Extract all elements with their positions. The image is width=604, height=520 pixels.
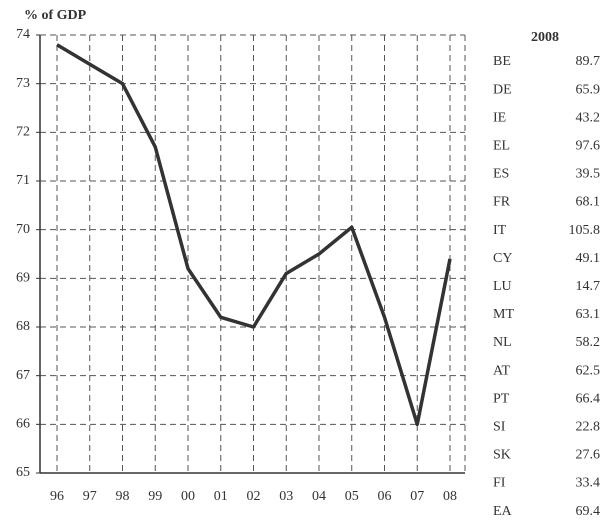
debt-value: 49.1: [576, 251, 601, 266]
y-tick-label: 67: [16, 368, 30, 383]
line: [56, 43, 452, 427]
debt-value: 14.7: [576, 279, 601, 294]
debt-value: 65.9: [576, 82, 601, 97]
country-code: EL: [493, 139, 510, 154]
debt-value: 105.8: [569, 223, 601, 238]
debt-value: 68.1: [576, 195, 601, 210]
country-code: ES: [493, 167, 509, 182]
debt-value: 43.2: [576, 110, 601, 125]
country-code: SK: [493, 448, 511, 463]
country-code: AT: [493, 363, 511, 378]
debt-value: 66.4: [576, 391, 601, 406]
country-code: BE: [493, 54, 511, 69]
y-tick-label: 71: [16, 173, 30, 188]
x-tick-label: 05: [345, 489, 359, 504]
y-tick-label: 68: [16, 319, 30, 334]
x-tick-label: 08: [443, 489, 457, 504]
y-axis-title: % of GDP: [24, 8, 87, 23]
x-tick-label: 04: [312, 489, 326, 504]
debt-value: 39.5: [576, 167, 601, 182]
x-tick-label: 98: [116, 489, 130, 504]
y-tick-label: 69: [16, 271, 30, 286]
debt-value: 97.6: [576, 139, 601, 154]
debt-value: 63.1: [576, 307, 601, 322]
country-code: PT: [493, 391, 510, 406]
y-tick-label: 72: [16, 125, 30, 140]
country-code: SI: [493, 420, 506, 435]
country-code: DE: [493, 82, 512, 97]
debt-value: 69.4: [576, 504, 601, 519]
x-tick-label: 06: [378, 489, 392, 504]
country-code: FI: [493, 476, 506, 491]
y-tick-label: 66: [16, 417, 30, 432]
country-code: CY: [493, 251, 512, 266]
debt-value: 33.4: [576, 476, 601, 491]
country-code: NL: [493, 335, 512, 350]
debt-value: 62.5: [576, 363, 601, 378]
x-tick-label: 07: [410, 489, 424, 504]
country-code: EA: [493, 504, 513, 519]
x-tick-label: 02: [247, 489, 261, 504]
x-tick-label: 99: [148, 489, 162, 504]
debt-value: 58.2: [576, 335, 601, 350]
x-tick-label: 01: [214, 489, 228, 504]
country-code: LU: [493, 279, 512, 294]
table-header: 2008: [531, 30, 559, 45]
y-tick-label: 74: [16, 27, 30, 42]
debt-value: 22.8: [576, 420, 601, 435]
debt-value: 27.6: [576, 448, 601, 463]
country-code: IT: [493, 223, 507, 238]
x-tick-label: 00: [181, 489, 195, 504]
country-code: MT: [493, 307, 514, 322]
y-tick-label: 73: [16, 76, 30, 91]
x-tick-label: 03: [279, 489, 293, 504]
y-tick-label: 70: [16, 222, 30, 237]
country-code: IE: [493, 110, 506, 125]
y-tick-label: 65: [16, 465, 30, 480]
debt-value: 89.7: [576, 54, 601, 69]
country-code: FR: [493, 195, 511, 210]
x-tick-label: 96: [50, 489, 64, 504]
x-tick-label: 97: [83, 489, 97, 504]
